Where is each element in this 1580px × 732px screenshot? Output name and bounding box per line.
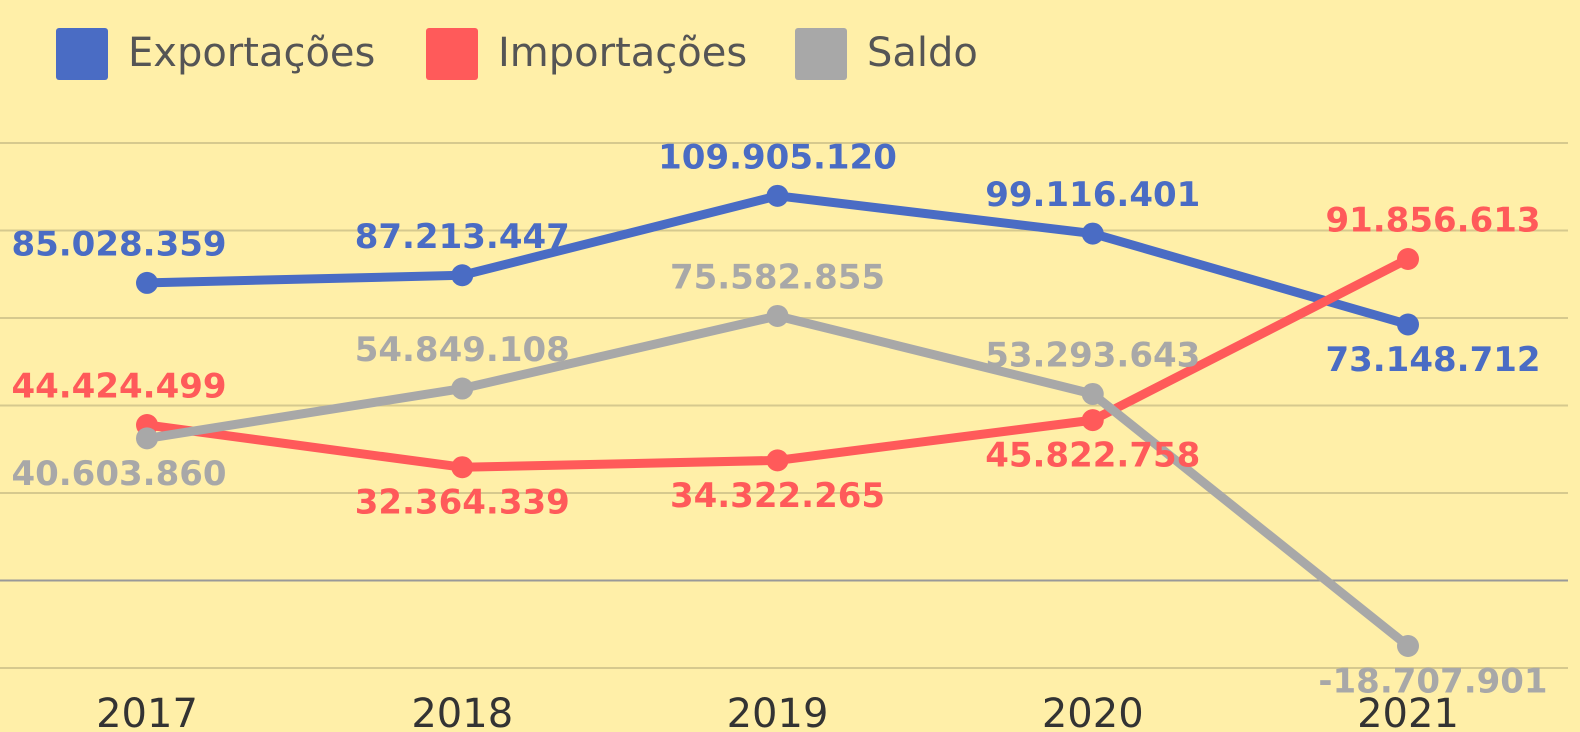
- point: [1397, 634, 1419, 657]
- data-label: 34.322.265: [670, 476, 885, 516]
- point: [136, 427, 158, 450]
- point: [1081, 382, 1104, 405]
- data-label: 32.364.339: [355, 483, 570, 523]
- point: [766, 449, 789, 472]
- point: [451, 264, 474, 287]
- point: [136, 271, 158, 294]
- data-label: 53.293.643: [985, 335, 1200, 375]
- point: [1081, 409, 1104, 432]
- legend-swatch: [426, 28, 478, 80]
- data-label: 54.849.108: [355, 330, 570, 370]
- legend-label: Exportações: [128, 30, 375, 76]
- x-tick-label: 2020: [1042, 691, 1144, 732]
- data-label: -18.707.901: [1318, 661, 1547, 701]
- legend-swatch: [56, 28, 108, 80]
- data-label: 85.028.359: [11, 224, 226, 264]
- x-tick-label: 2021: [1357, 691, 1459, 732]
- legend-swatch: [795, 28, 847, 80]
- data-label: 75.582.855: [670, 257, 885, 297]
- point: [766, 184, 789, 207]
- data-label: 91.856.613: [1325, 201, 1540, 241]
- legend-label: Saldo: [867, 30, 978, 76]
- point: [451, 456, 474, 479]
- data-label: 109.905.120: [658, 137, 897, 177]
- data-label: 45.822.758: [985, 436, 1200, 476]
- point: [1397, 248, 1419, 271]
- point: [1397, 313, 1419, 336]
- data-label: 44.424.499: [11, 367, 226, 407]
- data-label: 73.148.712: [1325, 340, 1540, 380]
- data-label: 87.213.447: [355, 217, 570, 257]
- legend-label: Importações: [498, 30, 747, 76]
- point: [766, 304, 789, 327]
- data-label: 99.116.401: [985, 175, 1200, 215]
- x-tick-label: 2018: [411, 691, 513, 732]
- x-tick-label: 2019: [727, 691, 829, 732]
- point: [1081, 222, 1104, 245]
- data-label: 40.603.860: [11, 454, 226, 494]
- x-tick-label: 2017: [96, 691, 198, 732]
- point: [451, 377, 474, 400]
